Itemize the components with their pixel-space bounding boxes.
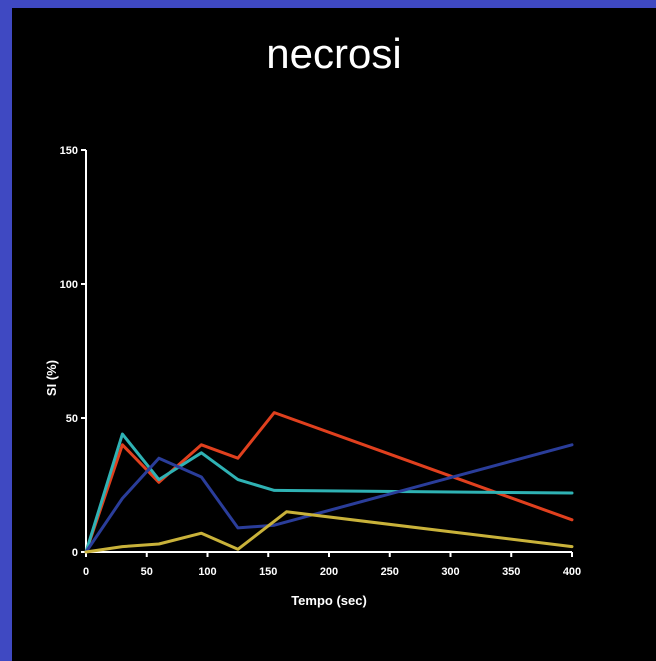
series-line-4 [84, 510, 574, 554]
y-tick-label: 50 [66, 413, 78, 425]
y-tick-label: 0 [72, 547, 78, 559]
x-tick-label: 50 [141, 566, 153, 578]
series-line-1 [84, 411, 574, 554]
x-tick-label: 0 [83, 566, 89, 578]
x-tick-label: 200 [320, 566, 338, 578]
y-tick-label: 100 [60, 279, 78, 291]
x-tick-label: 150 [259, 566, 277, 578]
x-tick-label: 400 [563, 566, 581, 578]
line-chart: 0 50 100 150 0 50 100 150 200 250 300 350 400 Tempo (… [44, 145, 581, 608]
chart-title: necrosi [266, 30, 402, 77]
y-tick-label: 150 [60, 145, 78, 157]
slide-background: necrosi 0 50 100 150 0 50 100 150 200 250 300 350 40… [12, 8, 656, 661]
x-tick-label: 100 [198, 566, 216, 578]
y-axis-label: SI (%) [44, 360, 59, 396]
x-tick-label: 300 [441, 566, 459, 578]
x-axis-label: Tempo (sec) [291, 593, 367, 608]
x-tick-label: 350 [502, 566, 520, 578]
series-line-3 [84, 443, 574, 554]
series-line-2 [84, 432, 574, 554]
x-tick-label: 250 [381, 566, 399, 578]
